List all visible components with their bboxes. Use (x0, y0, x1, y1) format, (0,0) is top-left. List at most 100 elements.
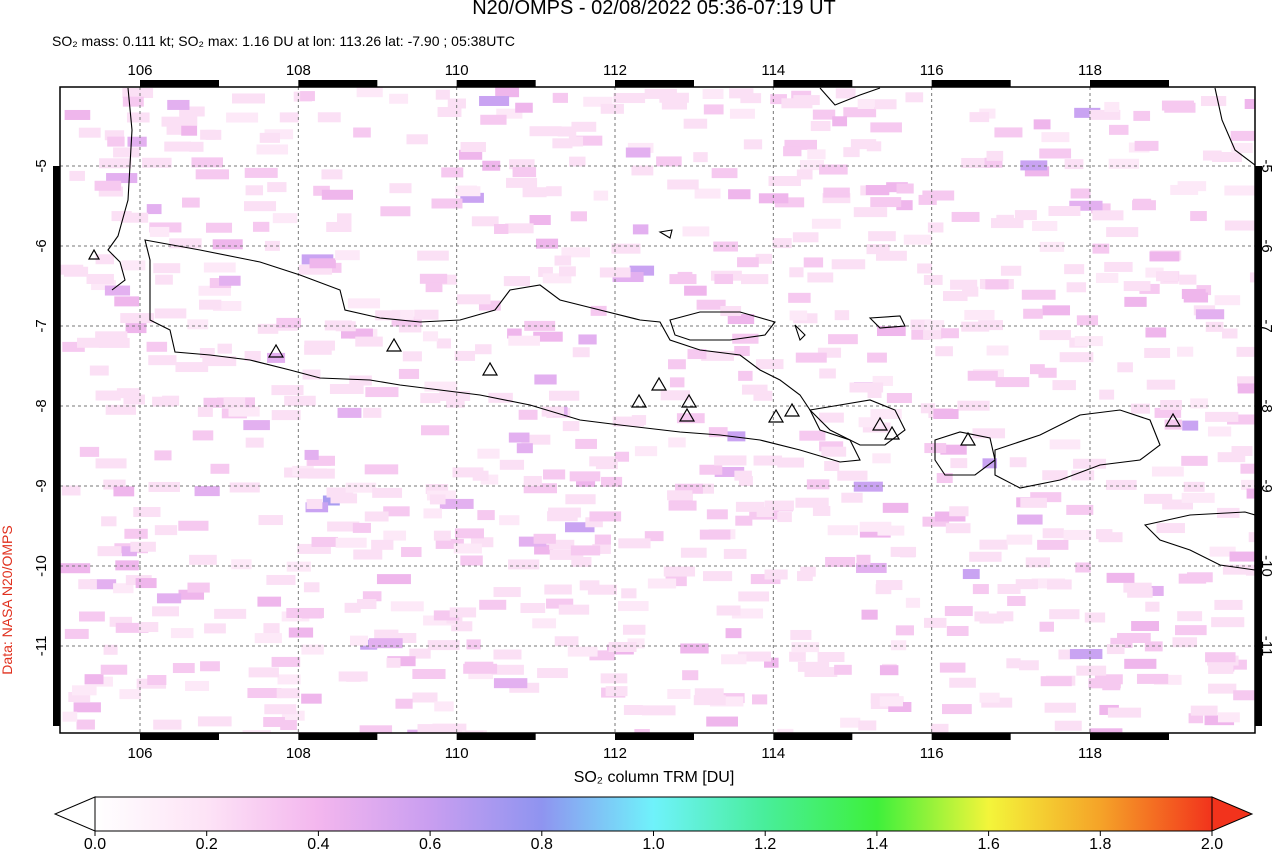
so2-pixel (147, 675, 167, 686)
so2-pixel (1030, 492, 1062, 503)
so2-pixel (417, 724, 438, 733)
so2-pixel (811, 218, 841, 229)
so2-pixel (1224, 185, 1255, 196)
so2-pixel (821, 446, 847, 457)
so2-pixel (896, 200, 913, 211)
lat-tick-label: -7 (33, 319, 50, 332)
so2-pixel (181, 125, 198, 136)
so2-pixel (1240, 479, 1255, 490)
tick-bar (140, 733, 219, 740)
so2-pixel (876, 580, 903, 591)
so2-pixel (549, 549, 584, 560)
so2-pixel (819, 368, 836, 379)
so2-pixel (1020, 497, 1047, 508)
so2-pixel (647, 578, 677, 589)
so2-pixel (944, 606, 973, 617)
so2-pixel (244, 201, 277, 212)
so2-pixel (631, 165, 654, 176)
so2-pixel (439, 390, 471, 401)
so2-pixel (1160, 400, 1182, 411)
so2-pixel (994, 127, 1023, 138)
so2-pixel (337, 213, 352, 224)
so2-pixel (477, 448, 500, 459)
so2-pixel (943, 291, 968, 302)
so2-pixel (248, 667, 279, 678)
so2-pixel (1042, 528, 1064, 539)
so2-pixel (1006, 658, 1021, 669)
so2-pixel (226, 112, 259, 123)
sumba-coast (1143, 511, 1255, 571)
so2-pixel (1195, 309, 1225, 320)
so2-pixel (1222, 564, 1255, 575)
so2-pixel (1146, 379, 1176, 390)
so2-pixel (788, 292, 811, 303)
so2-pixel (589, 511, 622, 522)
so2-pixel (433, 530, 451, 541)
so2-pixel (345, 482, 377, 493)
so2-pixel (1183, 481, 1205, 492)
so2-pixel (98, 186, 123, 197)
so2-pixel (152, 396, 175, 407)
so2-pixel (840, 717, 861, 728)
so2-pixel (571, 556, 592, 567)
so2-pixel (888, 701, 912, 712)
so2-pixel (1240, 463, 1255, 474)
so2-pixel (795, 497, 829, 508)
so2-pixel (247, 688, 282, 699)
so2-pixel (423, 508, 442, 519)
so2-pixel (447, 98, 466, 109)
so2-pixel (634, 729, 650, 733)
colorbar-tick-label: 0.0 (84, 836, 106, 853)
so2-pixel (549, 539, 575, 550)
so2-pixel (1145, 601, 1160, 612)
so2-pixel (676, 413, 705, 424)
so2-pixel (95, 458, 127, 469)
so2-pixel (73, 702, 101, 713)
so2-pixel (121, 546, 137, 557)
tick-bar (931, 80, 1011, 87)
so2-pixel (795, 352, 827, 363)
lat-tick-label: -5 (1258, 159, 1272, 172)
so2-pixel (629, 265, 655, 276)
so2-pixel (113, 147, 140, 158)
so2-pixel (424, 381, 458, 392)
so2-pixel (264, 704, 297, 715)
so2-pixel (170, 628, 194, 639)
so2-pixel (600, 476, 623, 487)
so2-pixel (668, 437, 686, 448)
so2-pixel (866, 244, 890, 255)
so2-pixel (245, 437, 264, 448)
so2-pixel (895, 625, 914, 636)
so2-pixel (986, 345, 1009, 356)
so2-pixel (1107, 707, 1142, 718)
lon-tick-label: 116 (920, 62, 944, 79)
so2-pixel (1205, 411, 1239, 422)
so2-pixel (768, 176, 801, 187)
so2-pixel (338, 671, 368, 682)
so2-pixel (423, 615, 456, 626)
so2-pixel (279, 112, 299, 123)
so2-pixel (949, 506, 969, 517)
so2-pixel (1108, 158, 1140, 169)
so2-pixel (213, 301, 242, 312)
so2-pixel (135, 578, 157, 589)
so2-pixel (271, 385, 304, 396)
so2-pixel (703, 571, 733, 582)
so2-pixel (182, 197, 200, 208)
so2-pixel (178, 520, 209, 531)
so2-pixel (997, 583, 1021, 594)
so2-pixel (1248, 532, 1255, 543)
so2-pixel (256, 144, 289, 155)
so2-pixel (363, 407, 382, 418)
so2-pixel (231, 559, 252, 570)
so2-pixel (167, 99, 190, 110)
so2-pixel (1064, 159, 1084, 170)
tick-bar (1090, 80, 1169, 87)
so2-pixel (286, 608, 320, 619)
so2-pixel (870, 197, 902, 208)
so2-pixel (930, 723, 949, 733)
so2-pixel (198, 285, 231, 296)
so2-pixel (341, 328, 373, 339)
so2-pixel (442, 274, 457, 285)
lon-tick-label: 118 (1078, 62, 1102, 79)
